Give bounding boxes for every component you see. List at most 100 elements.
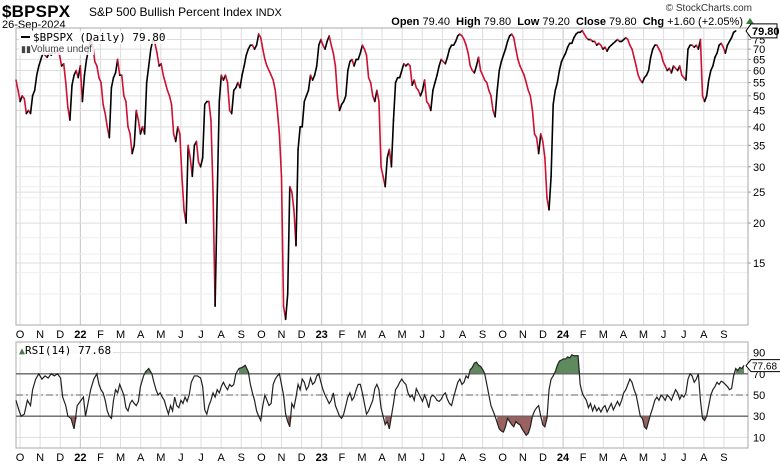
svg-text:M: M <box>116 329 125 341</box>
svg-text:J: J <box>420 452 426 464</box>
svg-text:A: A <box>378 329 386 341</box>
svg-text:10: 10 <box>753 432 765 444</box>
low-value: 79.20 <box>542 16 570 28</box>
svg-text:20: 20 <box>753 218 765 230</box>
rsi-mountain-icon: ▲ <box>19 346 26 357</box>
svg-text:A: A <box>378 452 386 464</box>
svg-text:F: F <box>338 452 345 464</box>
svg-text:D: D <box>56 452 64 464</box>
chg-value: +1.60 (+2.05%) <box>667 16 743 28</box>
svg-text:60: 60 <box>753 66 765 78</box>
svg-text:22: 22 <box>74 452 86 464</box>
svg-text:O: O <box>257 452 266 464</box>
svg-text:J: J <box>681 329 687 341</box>
index-title: S&P 500 Bullish Percent Index <box>89 5 253 19</box>
svg-text:J: J <box>198 452 204 464</box>
svg-text:O: O <box>16 329 25 341</box>
last-price-tag: 79.80 <box>745 23 780 39</box>
svg-text:30: 30 <box>753 162 765 174</box>
svg-text:79.80: 79.80 <box>752 26 780 38</box>
svg-text:F: F <box>338 329 345 341</box>
svg-text:77.68: 77.68 <box>752 362 777 373</box>
svg-text:J: J <box>440 452 446 464</box>
svg-text:45: 45 <box>753 105 765 117</box>
main-panel-border <box>15 27 749 326</box>
svg-text:F: F <box>97 452 104 464</box>
svg-text:70: 70 <box>753 44 765 56</box>
svg-text:N: N <box>36 452 44 464</box>
price-line-segments <box>15 29 737 321</box>
svg-text:30: 30 <box>753 411 765 423</box>
ohlc-summary: Open 79.40 High 79.80 Low 79.20 Close 79… <box>391 16 754 28</box>
main-panel-grid <box>16 28 748 325</box>
exchange-label: INDX <box>255 7 282 19</box>
svg-text:O: O <box>498 329 507 341</box>
open-value: 79.40 <box>422 16 450 28</box>
svg-text:J: J <box>681 452 687 464</box>
open-label: Open <box>391 16 420 28</box>
volume-bars-icon: ▮▮ <box>21 44 31 54</box>
index-name: S&P 500 Bullish Percent Index INDX <box>89 5 282 19</box>
svg-text:F: F <box>580 452 587 464</box>
svg-text:M: M <box>639 329 648 341</box>
svg-text:D: D <box>539 452 547 464</box>
svg-text:40: 40 <box>753 122 765 134</box>
svg-text:A: A <box>137 329 145 341</box>
chg-label: Chg <box>642 16 665 28</box>
brand-watermark: © StockCharts.com <box>665 3 752 14</box>
svg-text:D: D <box>56 329 64 341</box>
svg-text:23: 23 <box>316 452 328 464</box>
svg-text:M: M <box>599 329 608 341</box>
ticker-symbol: $BPSPX <box>2 2 71 21</box>
svg-text:A: A <box>459 452 467 464</box>
svg-text:S: S <box>479 452 486 464</box>
svg-text:D: D <box>539 329 547 341</box>
svg-text:22: 22 <box>74 329 86 341</box>
svg-text:N: N <box>519 329 527 341</box>
svg-text:J: J <box>198 329 204 341</box>
svg-text:J: J <box>178 452 184 464</box>
line-swatch-icon <box>21 36 30 38</box>
svg-text:M: M <box>639 452 648 464</box>
svg-text:S: S <box>238 329 245 341</box>
svg-text:J: J <box>661 452 667 464</box>
high-value: 79.80 <box>483 16 512 28</box>
rsi-last-tag: 77.68 <box>745 359 780 373</box>
svg-text:A: A <box>217 452 225 464</box>
up-arrow-icon <box>746 18 754 24</box>
svg-text:O: O <box>498 452 507 464</box>
svg-text:A: A <box>459 329 467 341</box>
low-label: Low <box>517 16 540 28</box>
svg-text:A: A <box>700 452 708 464</box>
svg-text:N: N <box>36 329 44 341</box>
svg-text:A: A <box>700 329 708 341</box>
svg-text:S: S <box>479 329 486 341</box>
volume-legend-text: Volume undef <box>30 44 93 55</box>
rsi-line <box>15 353 745 437</box>
svg-text:N: N <box>277 329 285 341</box>
svg-text:D: D <box>298 452 306 464</box>
svg-text:M: M <box>599 452 608 464</box>
main-x-axis: O N D 22 F M A M J J A S O N D 23 F M A M J J A S O N D 24 F M A M J J A S <box>16 329 728 341</box>
svg-text:35: 35 <box>753 140 765 152</box>
svg-text:15: 15 <box>753 258 765 270</box>
rsi-legend: ▲RSI(14) 77.68 <box>17 344 114 357</box>
close-label: Close <box>576 16 606 28</box>
rsi-reference-lines <box>16 373 748 417</box>
svg-text:M: M <box>398 329 407 341</box>
svg-text:N: N <box>277 452 285 464</box>
high-label: High <box>456 16 481 28</box>
svg-text:D: D <box>298 329 306 341</box>
rsi-x-axis: O N D 22 F M A M J J A S O N D 23 F M A M J J A S O N D 24 F M A M J J A S <box>16 452 728 464</box>
svg-text:A: A <box>137 452 145 464</box>
svg-text:J: J <box>178 329 184 341</box>
svg-text:A: A <box>620 452 628 464</box>
svg-text:O: O <box>16 452 25 464</box>
svg-text:50: 50 <box>753 91 765 103</box>
volume-legend: ▮▮Volume undef <box>19 44 95 55</box>
svg-text:J: J <box>440 329 446 341</box>
svg-text:A: A <box>620 329 628 341</box>
svg-text:S: S <box>720 452 727 464</box>
